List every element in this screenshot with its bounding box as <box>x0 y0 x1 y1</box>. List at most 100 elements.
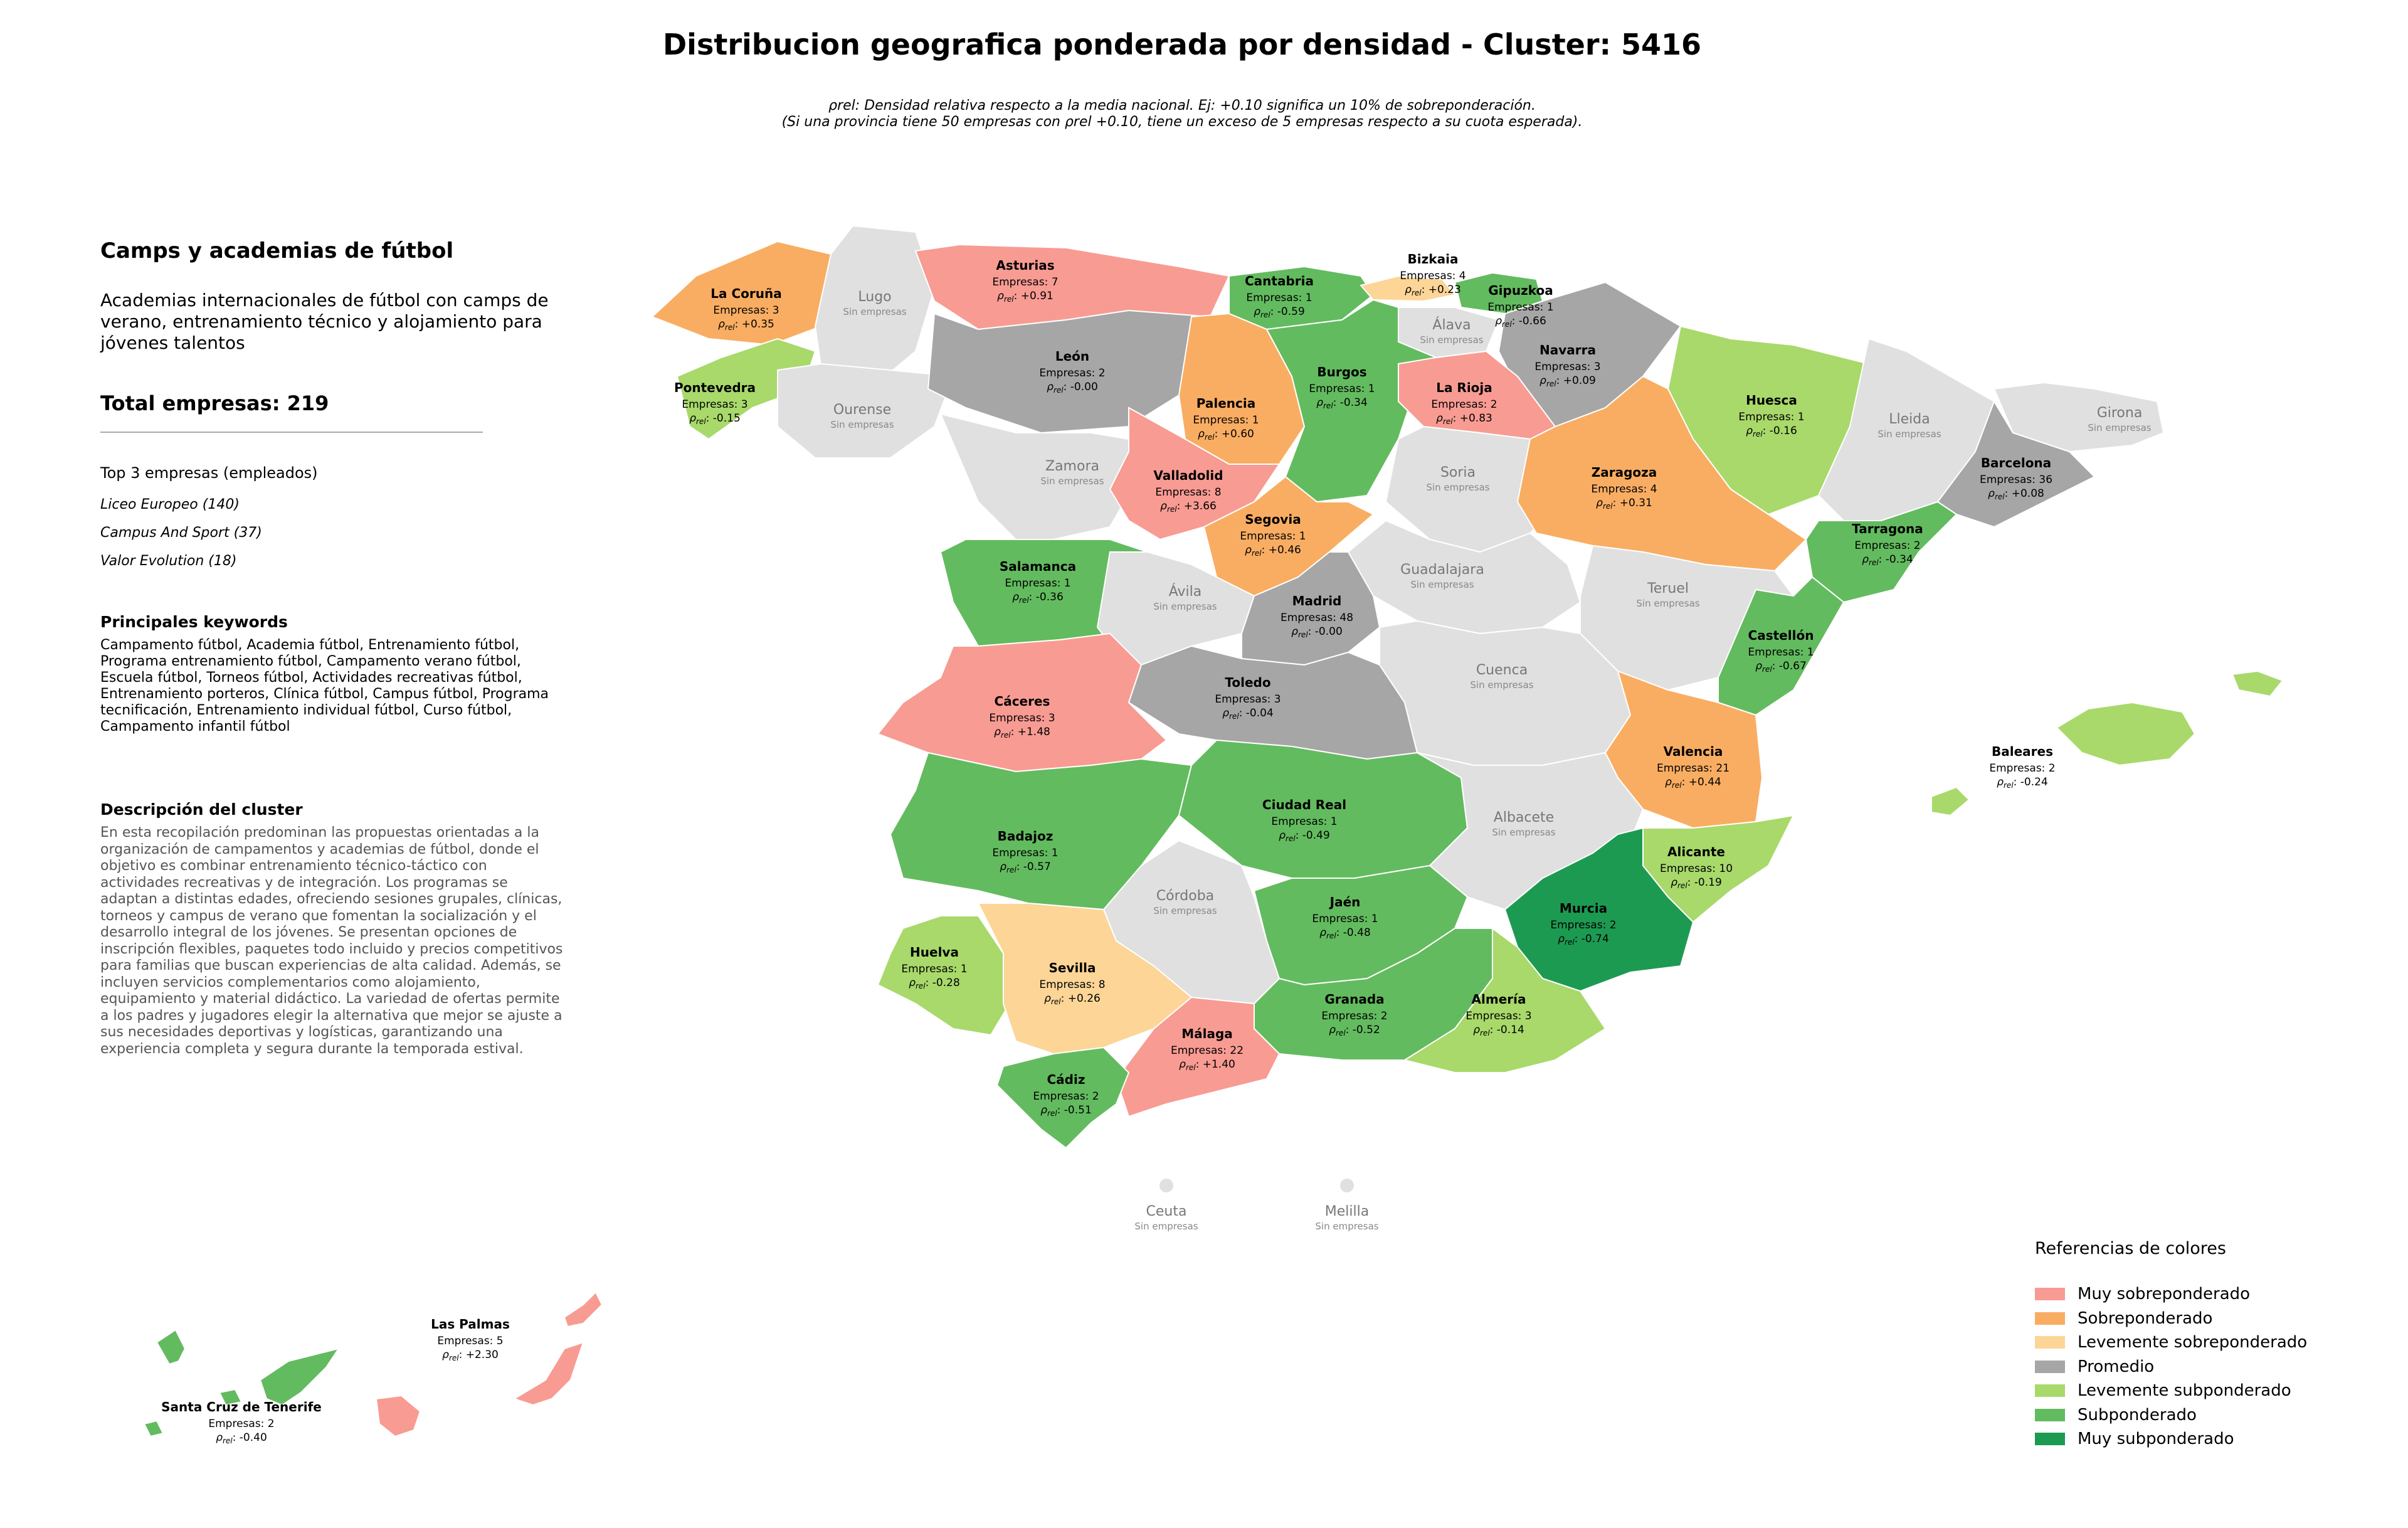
sidebar-divider <box>100 432 483 433</box>
legend-swatch <box>2035 1336 2065 1349</box>
province-company-count: Empresas: 2 <box>208 1418 274 1430</box>
legend-swatch <box>2035 1312 2065 1325</box>
province-shape <box>1158 1177 1175 1194</box>
province-name: Albacete <box>1494 810 1554 825</box>
province-shape <box>814 225 936 384</box>
province-name: Almería <box>1472 992 1526 1007</box>
province-company-count: Empresas: 21 <box>1657 762 1729 775</box>
top-company-item: Liceo Europeo (140) <box>100 497 240 512</box>
province-company-count: Empresas: 1 <box>1748 646 1814 659</box>
province-company-count: Empresas: 8 <box>1155 486 1221 499</box>
province-name: Murcia <box>1560 901 1607 916</box>
province-name: La Rioja <box>1436 380 1492 395</box>
province-shape <box>143 1329 341 1438</box>
province-label: Melilla Sin empresas <box>1315 1204 1378 1232</box>
province-no-companies: Sin empresas <box>1420 334 1483 346</box>
province-no-companies: Sin empresas <box>1153 601 1217 612</box>
province-label: Ceuta Sin empresas <box>1134 1204 1198 1232</box>
province-density: ρrel: -0.28 <box>909 977 960 990</box>
legend-label: Levemente subponderado <box>2078 1381 2291 1401</box>
province-company-count: Empresas: 2 <box>1989 762 2055 775</box>
province-company-count: Empresas: 1 <box>901 963 967 975</box>
province-name: Huesca <box>1746 393 1797 408</box>
province-name: Girona <box>2097 405 2143 421</box>
province-density: ρrel: -0.67 <box>1755 660 1807 674</box>
province-density: ρrel: +0.35 <box>718 318 774 332</box>
cluster-heading: Camps y academias de fútbol <box>100 238 454 263</box>
province-company-count: Empresas: 10 <box>1660 862 1733 875</box>
province-label: Albacete Sin empresas <box>1492 810 1555 838</box>
province-name: Guadalajara <box>1400 562 1484 578</box>
province-company-count: Empresas: 22 <box>1171 1044 1244 1057</box>
province-name: Gipuzkoa <box>1488 283 1553 298</box>
province-company-count: Empresas: 1 <box>1487 301 1553 314</box>
province-label: Soria Sin empresas <box>1426 465 1489 493</box>
province-density: ρrel: -0.74 <box>1558 933 1609 947</box>
keywords-heading: Principales keywords <box>100 613 288 631</box>
province-shape <box>939 413 1136 540</box>
province-density: ρrel: -0.16 <box>1746 425 1797 438</box>
province-label: Cáceres Empresas: 3 ρrel: +1.48 <box>989 694 1055 740</box>
legend-label: Levemente sobreponderado <box>2078 1333 2308 1352</box>
province-shape <box>1718 576 1845 716</box>
province-company-count: Empresas: 3 <box>682 398 747 411</box>
province-guadalajara <box>1347 519 1582 635</box>
province-name: Baleares <box>1992 744 2053 759</box>
province-density: ρrel: +0.31 <box>1596 497 1652 511</box>
legend-label: Subponderado <box>2078 1405 2197 1425</box>
province-density: ρrel: -0.59 <box>1254 305 1305 319</box>
province-label: Almería Empresas: 3 ρrel: -0.14 <box>1465 992 1531 1037</box>
province-barcelona <box>1936 400 2096 528</box>
province-company-count: Empresas: 1 <box>1005 577 1070 590</box>
province-density: ρrel: +0.23 <box>1405 284 1461 297</box>
province-zamora <box>939 413 1136 540</box>
province-name: Cantabria <box>1245 273 1314 289</box>
province-tarragona <box>1805 501 1958 603</box>
province-company-count: Empresas: 3 <box>713 304 779 317</box>
province-company-count: Empresas: 1 <box>1271 815 1337 828</box>
legend-swatch <box>2035 1384 2065 1398</box>
province-huelva <box>877 915 1011 1036</box>
province-density: ρrel: +2.30 <box>442 1349 499 1362</box>
legend-swatch <box>2035 1408 2065 1421</box>
province-company-count: Empresas: 5 <box>437 1335 503 1347</box>
province-no-companies: Sin empresas <box>2088 422 2151 433</box>
density-note-line-1: ρrel: Densidad relativa respecto a la me… <box>828 98 1536 114</box>
province-no-companies: Sin empresas <box>1134 1221 1198 1232</box>
province-name: Badajoz <box>998 829 1054 844</box>
province-density: ρrel: +0.91 <box>997 290 1054 304</box>
province-málaga <box>1115 996 1281 1118</box>
province-name: Ourense <box>833 402 891 418</box>
province-label: Granada Empresas: 2 ρrel: -0.52 <box>1321 992 1387 1037</box>
province-density: ρrel: -0.48 <box>1319 926 1371 940</box>
province-name: Las Palmas <box>431 1317 510 1332</box>
province-company-count: Empresas: 2 <box>1431 398 1497 411</box>
cluster-short-description: Academias internacionales de fútbol con … <box>100 290 549 353</box>
province-company-count: Empresas: 2 <box>1033 1090 1099 1103</box>
province-name: Málaga <box>1181 1026 1233 1041</box>
cluster-sidebar: Camps y academias de fútbol Academias in… <box>100 238 564 1058</box>
province-name: Granada <box>1324 992 1384 1007</box>
province-palencia <box>1178 312 1306 465</box>
province-company-count: Empresas: 7 <box>992 276 1058 289</box>
province-name: Alicante <box>1667 844 1725 859</box>
province-density: ρrel: +0.26 <box>1044 992 1101 1006</box>
province-las-palmas <box>375 1291 603 1438</box>
province-burgos <box>1265 299 1437 503</box>
top-companies-title: Top 3 empresas (empleados) <box>100 464 318 482</box>
province-name: Segovia <box>1245 512 1301 527</box>
